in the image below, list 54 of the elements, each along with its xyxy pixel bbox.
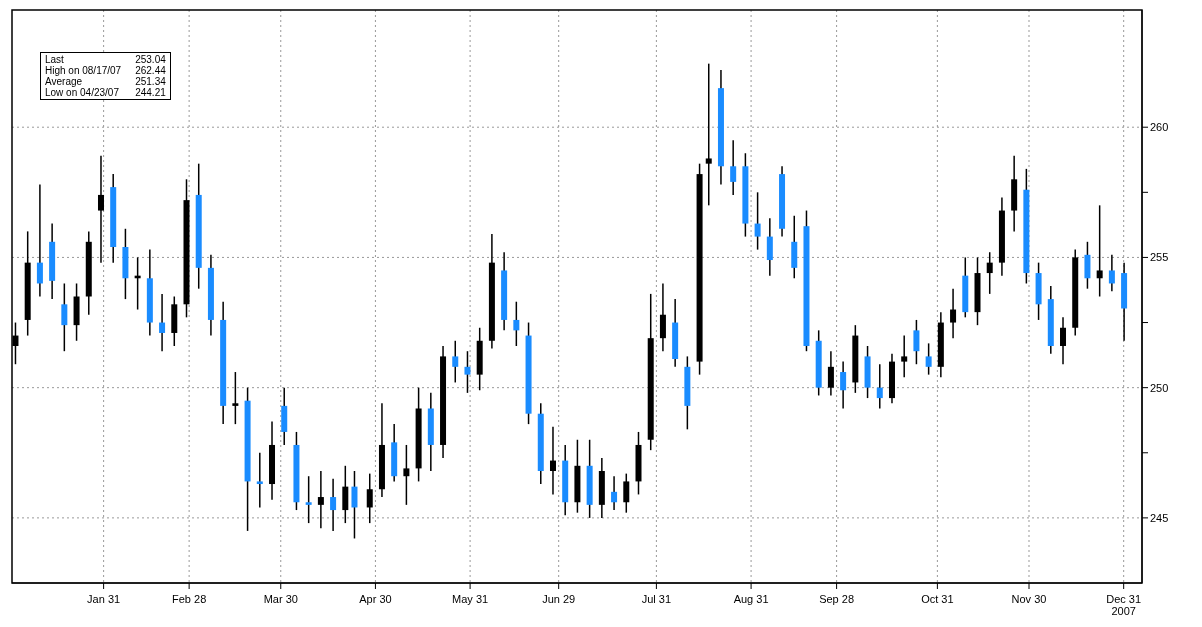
- candlestick: [705, 62, 712, 207]
- candlestick: [351, 470, 358, 540]
- y-tick-label: 245: [1150, 511, 1169, 524]
- y-tick-label: 255: [1150, 251, 1169, 264]
- candlestick: [317, 470, 324, 530]
- candlestick: [840, 360, 847, 410]
- candlestick: [659, 282, 666, 352]
- candlestick: [986, 251, 993, 295]
- candlestick: [925, 342, 932, 376]
- candlestick: [403, 444, 410, 506]
- y-tick-label: 260: [1150, 121, 1169, 134]
- candlestick: [330, 478, 337, 532]
- candlestick: [12, 321, 19, 365]
- candlestick: [61, 282, 68, 352]
- candlestick: [876, 363, 883, 410]
- text-box: Last 253.04 High on 08/17/07 262.44 Average 251.34 Low on 04/23/07 244.21: [40, 52, 171, 100]
- candlestick: [452, 340, 459, 384]
- candlestick: [513, 300, 520, 347]
- x-tick-label: Apr 30: [359, 593, 392, 605]
- x-tick-label: Mar 30: [263, 593, 298, 605]
- candlestick: [256, 452, 263, 509]
- candlestick: [1060, 316, 1067, 365]
- candlestick: [36, 183, 43, 298]
- candlestick: [1096, 204, 1103, 298]
- x-tick-label: Jun 29: [542, 593, 576, 605]
- x-tick-label: Nov 30: [1011, 593, 1047, 605]
- candlestick: [1084, 241, 1091, 290]
- candlestick: [913, 319, 920, 365]
- candlestick: [232, 371, 239, 425]
- candlestick: [754, 191, 761, 251]
- x-tick-label: Dec 31 2007: [1106, 593, 1142, 617]
- x-tick-label: Aug 31: [733, 593, 769, 605]
- candlestick: [366, 472, 373, 524]
- x-tick-label: Jan 31: [87, 593, 121, 605]
- candlestick: [305, 475, 312, 524]
- candlestick: [611, 475, 618, 511]
- candlestick: [464, 350, 471, 394]
- x-tick-label: Oct 31: [921, 593, 954, 605]
- candlestick: [623, 472, 630, 514]
- x-tick-label: Sep 28: [819, 593, 855, 605]
- candlestick: [342, 465, 349, 524]
- candlestick: [766, 217, 773, 277]
- candlestick: [950, 287, 957, 339]
- x-tick-label: May 31: [452, 593, 489, 605]
- y-tick-label: 250: [1150, 381, 1169, 394]
- candlestick: [730, 139, 737, 196]
- candlestick: [159, 293, 166, 352]
- candlestick: [549, 425, 556, 496]
- candlestick: [97, 155, 104, 264]
- x-tick-label: Jul 31: [641, 593, 672, 605]
- candlestick: [827, 350, 834, 397]
- x-tick-label: Feb 28: [172, 593, 207, 605]
- candlestick: [901, 334, 908, 378]
- candlestick: [1108, 254, 1115, 293]
